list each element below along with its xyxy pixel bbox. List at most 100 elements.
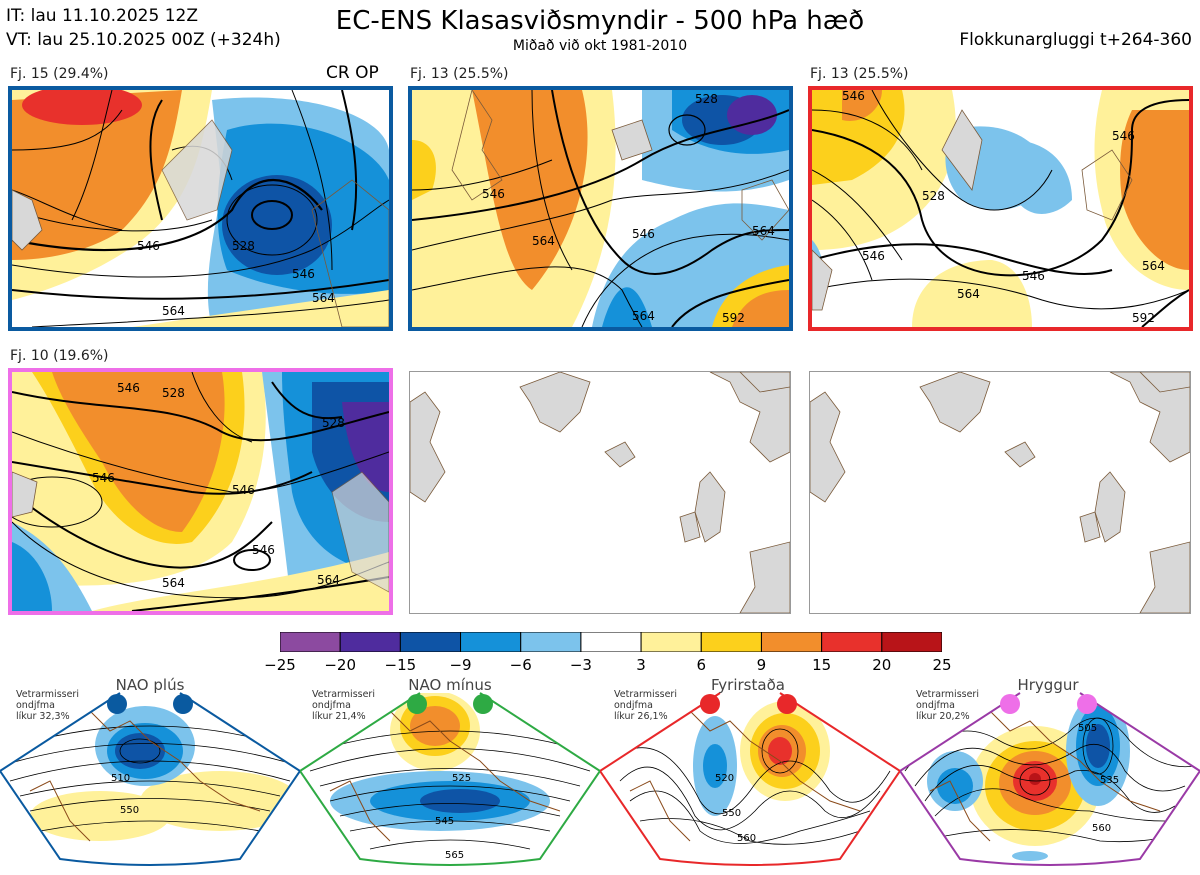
contour-label: 546 bbox=[232, 483, 255, 497]
colorbar-tick-label: −6 bbox=[509, 656, 532, 674]
colorbar-swatch bbox=[460, 631, 522, 653]
colorbar-tick-label: 3 bbox=[636, 656, 646, 674]
regime-title: NAO mínus bbox=[408, 676, 492, 694]
contour-label: 525 bbox=[452, 773, 471, 784]
contour-label: 535 bbox=[1100, 775, 1119, 786]
regime-marker bbox=[407, 694, 427, 714]
contour-label: 564 bbox=[162, 576, 185, 590]
colorbar-swatch bbox=[520, 631, 582, 653]
page-subtitle: Miðað við okt 1981-2010 bbox=[512, 38, 688, 54]
colorbar-tick-label: −15 bbox=[384, 656, 417, 674]
empty-map-6 bbox=[809, 371, 1191, 614]
colorbar-tick-label: 25 bbox=[932, 656, 952, 674]
regime-border bbox=[899, 692, 1200, 866]
cluster-map-3: 546 528 546 546 564 564 546 592 bbox=[808, 86, 1193, 331]
contour-label: 546 bbox=[117, 381, 140, 395]
regime-marker bbox=[777, 694, 797, 714]
contour-label: 564 bbox=[317, 573, 340, 587]
panel-2-label: Fj. 13 (25.5%) bbox=[410, 66, 509, 82]
colorbar-tick-label: 9 bbox=[756, 656, 767, 674]
contour-label: 564 bbox=[162, 304, 185, 318]
contour-label: 564 bbox=[632, 309, 655, 323]
regime-note: Vetrarmisseri ondjfma líkur 26,1% bbox=[614, 689, 677, 722]
colorbar-swatch bbox=[640, 631, 702, 653]
colorbar-tick-label: 20 bbox=[872, 656, 892, 674]
contour-label: 528 bbox=[695, 92, 718, 106]
regime-marker bbox=[107, 694, 127, 714]
regime-marker bbox=[173, 694, 193, 714]
contour-label: 546 bbox=[862, 249, 885, 263]
contour-label: 528 bbox=[922, 189, 945, 203]
colorbar-tick-label: −9 bbox=[449, 656, 472, 674]
regime-nao-plus: 510 550 NAO plús Vetrarmisseri ondjfma lík… bbox=[0, 671, 302, 871]
contour-label: 546 bbox=[1022, 269, 1045, 283]
contour-label: 565 bbox=[445, 850, 464, 861]
regime-marker bbox=[473, 694, 493, 714]
contour-label: 520 bbox=[715, 773, 734, 784]
regime-note: Vetrarmisseri ondjfma líkur 20,2% bbox=[916, 689, 979, 722]
classification-window: Flokkunargluggi t+264-360 bbox=[959, 30, 1192, 50]
regime-border bbox=[599, 692, 902, 866]
regime-nao-minus: 525 545 565 NAO mínus Vetrarmisseri ondjf… bbox=[299, 671, 602, 871]
regime-note: Vetrarmisseri ondjfma líkur 32,3% bbox=[16, 689, 79, 722]
cluster-map-1: 546 528 546 564 564 bbox=[8, 86, 393, 331]
contour-label: 592 bbox=[1132, 311, 1155, 325]
regime-blocking: 520 550 560 Fyrirstaða Vetrarmisseri ondj… bbox=[599, 671, 902, 871]
colorbar-swatch bbox=[881, 631, 943, 653]
contour-label: 546 bbox=[252, 543, 275, 557]
contour-label: 546 bbox=[292, 267, 315, 281]
contour-label: 564 bbox=[532, 234, 555, 248]
colorbar-tick-label: −3 bbox=[569, 656, 592, 674]
page-title: EC-ENS Klasasviðsmyndir - 500 hPa hæð bbox=[335, 6, 865, 36]
colorbar-labels: −25 −20 −15 −9 −6 −3 3 6 9 15 20 25 bbox=[264, 656, 951, 676]
contour-label: 510 bbox=[111, 773, 130, 784]
colorbar-tick-label: 15 bbox=[812, 656, 832, 674]
colorbar-swatch bbox=[580, 631, 642, 653]
cluster-map-2: 528 546 564 546 564 564 592 bbox=[408, 86, 793, 331]
colorbar-swatch bbox=[700, 631, 762, 653]
contour-label: 546 bbox=[842, 90, 865, 103]
colorbar-tick-label: −20 bbox=[324, 656, 356, 674]
regime-note: Vetrarmisseri ondjfma líkur 21,4% bbox=[312, 689, 375, 722]
contour-label: 550 bbox=[722, 808, 741, 819]
colorbar bbox=[279, 631, 943, 653]
contour-label: 564 bbox=[312, 291, 335, 305]
contour-label: 560 bbox=[1092, 823, 1111, 834]
contour-label: 546 bbox=[482, 187, 505, 201]
colorbar-swatch bbox=[339, 631, 401, 653]
cluster-map-4: 546 528 528 546 546 546 564 564 bbox=[8, 368, 393, 615]
initial-time: IT: lau 11.10.2025 12Z bbox=[6, 6, 198, 26]
contour-label: 545 bbox=[435, 816, 454, 827]
regime-border bbox=[0, 692, 302, 866]
contour-label: 550 bbox=[120, 805, 139, 816]
contour-label: 546 bbox=[137, 239, 160, 253]
regime-title: Fyrirstaða bbox=[711, 676, 785, 694]
contour-label: 505 bbox=[1078, 723, 1097, 734]
contour-label: 546 bbox=[1112, 129, 1135, 143]
regime-marker bbox=[1000, 694, 1020, 714]
panel-3-label: Fj. 13 (25.5%) bbox=[810, 66, 909, 82]
regime-border bbox=[299, 692, 602, 866]
contour-label: 528 bbox=[232, 239, 255, 253]
header-info: IT: lau 11.10.2025 12Z VT: lau 25.10.202… bbox=[6, 4, 281, 52]
regime-marker bbox=[1077, 694, 1097, 714]
colorbar-swatch bbox=[760, 631, 823, 653]
colorbar-swatch bbox=[399, 631, 462, 653]
regime-title: NAO plús bbox=[115, 676, 185, 694]
colorbar-swatch bbox=[821, 631, 883, 653]
contour-label: 564 bbox=[957, 287, 980, 301]
regime-title: Hryggur bbox=[1017, 676, 1079, 694]
colorbar-swatch bbox=[279, 631, 341, 653]
panel-4-label: Fj. 10 (19.6%) bbox=[10, 348, 109, 364]
contour-label: 564 bbox=[752, 224, 775, 238]
contour-label: 592 bbox=[722, 311, 745, 325]
contour-label: 564 bbox=[1142, 259, 1165, 273]
colorbar-swatches bbox=[279, 631, 943, 653]
valid-time: VT: lau 25.10.2025 00Z (+324h) bbox=[6, 30, 281, 50]
contour-label: 560 bbox=[737, 833, 756, 844]
regime-marker bbox=[700, 694, 720, 714]
colorbar-tick-label: −25 bbox=[264, 656, 296, 674]
regime-ridge: 505 535 560 Hryggur Vetrarmisseri ondjfma… bbox=[899, 671, 1200, 871]
empty-map-5 bbox=[409, 371, 791, 614]
colorbar-tick-label: 6 bbox=[696, 656, 707, 674]
